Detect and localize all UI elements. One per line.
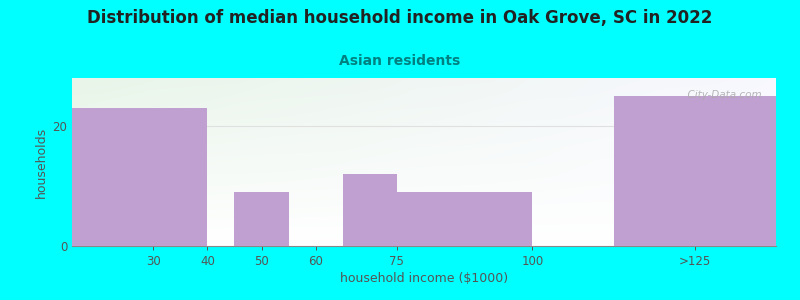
Bar bbox=[234, 192, 289, 246]
Text: Asian residents: Asian residents bbox=[339, 54, 461, 68]
Bar bbox=[342, 174, 397, 246]
X-axis label: household income ($1000): household income ($1000) bbox=[340, 272, 508, 285]
Bar bbox=[72, 108, 207, 246]
Bar bbox=[397, 192, 532, 246]
Bar bbox=[614, 96, 776, 246]
Text: City-Data.com: City-Data.com bbox=[682, 90, 762, 100]
Text: Distribution of median household income in Oak Grove, SC in 2022: Distribution of median household income … bbox=[87, 9, 713, 27]
Y-axis label: households: households bbox=[35, 126, 48, 198]
